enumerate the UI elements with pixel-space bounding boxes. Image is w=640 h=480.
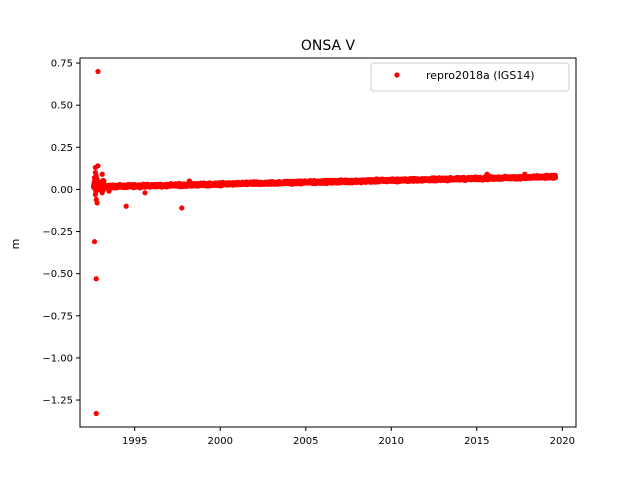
outlier-point — [101, 178, 107, 184]
outlier-point — [93, 276, 99, 282]
outlier-point — [123, 203, 129, 209]
outlier-point — [95, 68, 101, 75]
y-tick-label: −0.25 — [42, 227, 73, 238]
y-tick-label: 0.00 — [51, 185, 73, 196]
data-point — [98, 184, 104, 190]
outlier-point — [99, 190, 105, 196]
outlier-point — [91, 239, 98, 245]
outlier-point — [93, 410, 99, 417]
outlier-point — [106, 188, 112, 194]
axes-frame — [79, 57, 577, 428]
legend-box — [370, 62, 570, 92]
data-point — [552, 174, 559, 181]
outlier-point — [186, 178, 193, 184]
legend-label: repro2018a (IGS14) — [426, 69, 535, 82]
y-tick-label: −0.50 — [42, 269, 73, 280]
outlier-point — [95, 163, 101, 169]
outlier-point — [94, 200, 100, 206]
y-axis-label: m — [9, 239, 22, 250]
outlier-point — [92, 191, 98, 198]
plot-area: 1995 2000 2005 2010 2015 2020 0.75 0.50 0.25 0.00… — [42, 57, 577, 447]
outlier-point — [99, 171, 105, 177]
outlier-point — [179, 205, 185, 211]
x-tick-label: 1995 — [122, 436, 147, 447]
legend-marker — [394, 72, 400, 78]
outlier-point — [484, 171, 490, 177]
y-tick-label: 0.50 — [51, 101, 73, 112]
y-tick-label: 0.25 — [51, 143, 73, 154]
x-tick-label: 2010 — [379, 436, 404, 447]
legend: repro2018a (IGS14) — [370, 62, 570, 92]
y-tick-label: −1.25 — [42, 396, 73, 407]
x-tick-label: 2005 — [293, 436, 318, 447]
y-tick-label: −0.75 — [42, 311, 73, 322]
series-points — [91, 68, 559, 417]
x-tick-label: 2020 — [550, 436, 575, 447]
outlier-point — [522, 171, 528, 177]
outlier-point — [142, 190, 148, 196]
outlier-point — [94, 176, 100, 182]
x-tick-label: 2015 — [464, 436, 489, 447]
x-tick-label: 2000 — [208, 436, 233, 447]
data-point — [93, 182, 99, 188]
y-tick-label: 0.75 — [51, 59, 73, 70]
chart-title: ONSA V — [301, 38, 356, 54]
y-tick-label: −1.00 — [42, 353, 73, 364]
